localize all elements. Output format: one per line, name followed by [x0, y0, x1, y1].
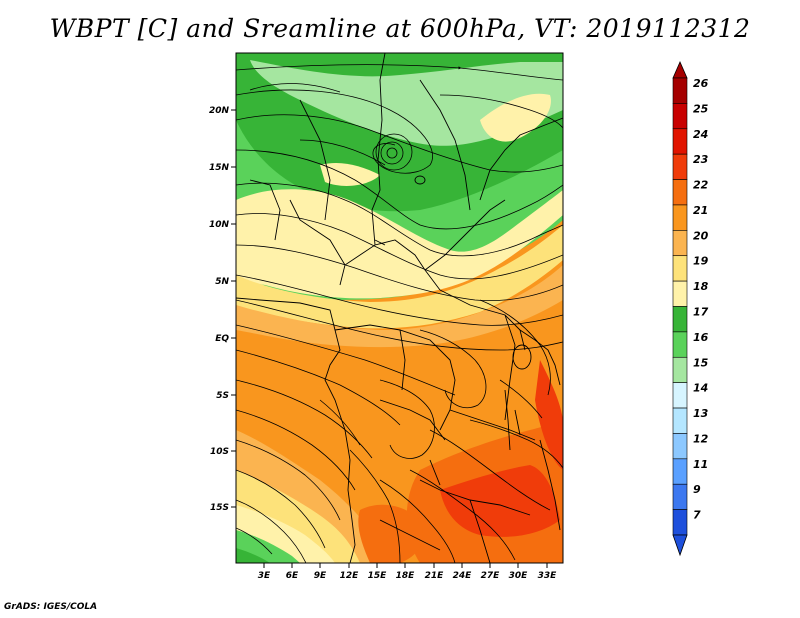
colorbar-swatch — [672, 230, 688, 257]
colorbar: 26 25 24 23 22 21 20 19 18 17 16 15 14 13 12 11 9 7 — [672, 61, 709, 557]
lat-label: 20N — [209, 106, 230, 116]
colorbar-swatch — [672, 458, 688, 485]
colorbar-swatch — [672, 179, 688, 206]
lat-label: 15S — [210, 503, 229, 513]
lon-label: 18E — [396, 571, 416, 581]
colorbar-label: 26 — [693, 77, 709, 90]
colorbar-label: 9 — [693, 483, 701, 496]
colorbar-swatch — [672, 280, 688, 307]
colorbar-swatch — [672, 483, 688, 510]
lat-label: 10S — [210, 447, 229, 457]
colorbar-swatch — [672, 306, 688, 333]
colorbar-swatch — [672, 204, 688, 231]
colorbar-label: 24 — [693, 128, 708, 141]
lat-label: 5S — [216, 391, 229, 401]
latitude-labels: 20N 15N 10N 5N EQ 5S 10S 15S — [209, 106, 230, 513]
colorbar-label: 17 — [693, 306, 709, 319]
lon-label: 33E — [538, 571, 558, 581]
colorbar-label: 21 — [693, 204, 708, 217]
colorbar-swatch — [672, 331, 688, 358]
lon-label: 27E — [481, 571, 501, 581]
lon-label: 9E — [314, 571, 327, 581]
colorbar-label: 25 — [693, 102, 709, 115]
colorbar-label: 14 — [693, 382, 708, 395]
colorbar-label: 16 — [693, 331, 709, 344]
colorbar-label: 15 — [693, 356, 709, 369]
colorbar-label: 20 — [693, 229, 709, 242]
colorbar-label: 18 — [693, 280, 709, 293]
colorbar-bottom-arrow — [672, 534, 688, 557]
colorbar-swatch — [672, 433, 688, 460]
lat-label: 10N — [209, 220, 230, 230]
colorbar-swatch — [672, 356, 688, 383]
lat-label: EQ — [215, 334, 229, 344]
colorbar-label: 7 — [693, 509, 701, 522]
lon-label: 21E — [425, 571, 445, 581]
colorbar-swatch — [672, 153, 688, 180]
lon-label: 3E — [258, 571, 271, 581]
colorbar-swatch — [672, 128, 688, 155]
colorbar-label: 12 — [693, 432, 709, 445]
lon-label: 12E — [340, 571, 360, 581]
streamlines — [236, 64, 563, 563]
plot-frame — [235, 52, 564, 564]
colorbar-top-arrow — [672, 61, 688, 79]
lon-label: 15E — [368, 571, 388, 581]
longitude-labels: 3E 6E 9E 12E 15E 18E 21E 24E 27E 30E 33E — [258, 571, 557, 581]
country-borders — [236, 53, 563, 563]
lon-label: 30E — [509, 571, 529, 581]
lon-label: 24E — [453, 571, 473, 581]
lat-label: 15N — [209, 163, 230, 173]
lat-label: 5N — [215, 277, 229, 287]
colorbar-label: 19 — [693, 255, 709, 268]
colorbar-swatch — [672, 509, 688, 536]
colorbar-swatch — [672, 382, 688, 409]
map-plot-area — [236, 53, 563, 563]
colorbar-swatch — [672, 407, 688, 434]
colorbar-swatch — [672, 255, 688, 282]
colorbar-label: 23 — [693, 153, 709, 166]
footer-credit: GrADS: IGES/COLA — [4, 602, 98, 612]
map-title: WBPT [C] and Sreamline at 600hPa, VT: 20… — [49, 14, 751, 43]
axis-ticks — [231, 109, 548, 568]
colorbar-swatch — [672, 77, 688, 104]
lon-label: 6E — [286, 571, 299, 581]
vortex — [375, 133, 413, 171]
colorbar-label: 11 — [693, 458, 708, 471]
colorbar-label: 13 — [693, 407, 709, 420]
colorbar-swatch — [672, 103, 688, 130]
lakes — [414, 175, 532, 451]
colorbar-label: 22 — [693, 179, 709, 192]
